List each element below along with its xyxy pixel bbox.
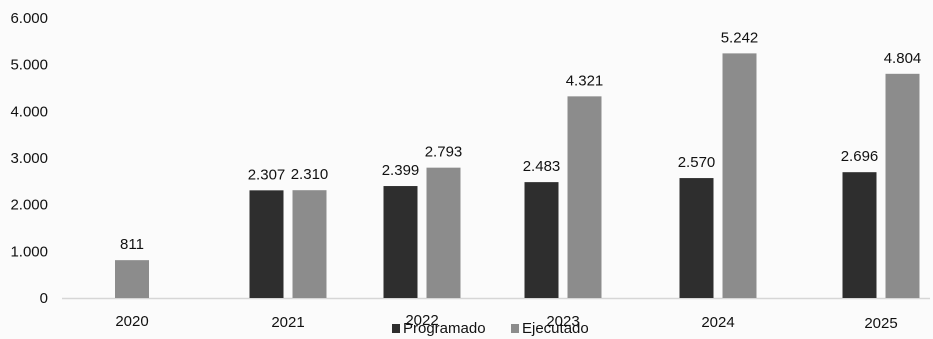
y-tick-label: 3.000 <box>10 150 48 167</box>
bar-ejecutado-2024 <box>722 53 757 298</box>
data-label-ejecutado-2022: 2.793 <box>425 144 463 161</box>
data-label-programado-2025: 2.696 <box>841 148 879 165</box>
bar-ejecutado-2020 <box>115 260 149 298</box>
y-tick-label: 6.000 <box>10 10 48 27</box>
data-label-ejecutado-2020: 811 <box>120 236 144 253</box>
bar-programado-2024 <box>679 178 714 298</box>
legend: Programado Ejecutado <box>392 320 589 337</box>
data-label-ejecutado-2025: 4.804 <box>884 50 922 67</box>
data-label-programado-2023: 2.483 <box>523 158 561 175</box>
legend-label-ejecutado: Ejecutado <box>522 320 589 337</box>
bar-ejecutado-2025 <box>885 73 920 299</box>
y-tick-label: 2.000 <box>10 197 48 214</box>
y-tick-label: 4.000 <box>10 103 48 120</box>
legend-label-programado: Programado <box>403 320 486 337</box>
data-label-programado-2022: 2.399 <box>382 162 420 179</box>
legend-swatch-ejecutado <box>511 324 519 333</box>
data-label-programado-2024: 2.570 <box>678 154 716 171</box>
legend-swatch-programado <box>392 324 400 333</box>
y-tick-label: 1.000 <box>10 243 48 260</box>
x-tick-label: 2025 <box>864 315 897 332</box>
x-tick-label: 2024 <box>701 314 734 331</box>
axis-group: 0 1.000 2.000 3.000 4.000 5.000 6.000 2020 2021 2… <box>10 10 930 332</box>
bar-programado-2025 <box>842 172 877 298</box>
bars-group <box>115 53 920 299</box>
data-label-ejecutado-2023: 4.321 <box>566 72 604 89</box>
bar-programado-2021 <box>249 190 284 298</box>
data-labels-group: 811 2.307 2.310 2.399 2.793 2.483 4.321 2.570 5.… <box>120 29 921 253</box>
x-tick-label: 2022 <box>405 312 438 329</box>
bar-ejecutado-2022 <box>426 167 461 298</box>
bar-programado-2023 <box>524 182 559 298</box>
bar-ejecutado-2021 <box>292 190 327 298</box>
data-label-programado-2021: 2.307 <box>248 166 286 183</box>
bar-programado-2022 <box>383 186 418 298</box>
y-tick-label: 0 <box>40 290 48 307</box>
data-label-ejecutado-2021: 2.310 <box>291 166 329 183</box>
x-tick-label: 2023 <box>546 313 579 330</box>
bar-ejecutado-2023 <box>567 96 602 298</box>
x-tick-label: 2021 <box>271 314 304 331</box>
y-tick-label: 5.000 <box>10 57 48 74</box>
data-label-ejecutado-2024: 5.242 <box>721 29 759 46</box>
x-tick-label: 2020 <box>115 313 148 330</box>
